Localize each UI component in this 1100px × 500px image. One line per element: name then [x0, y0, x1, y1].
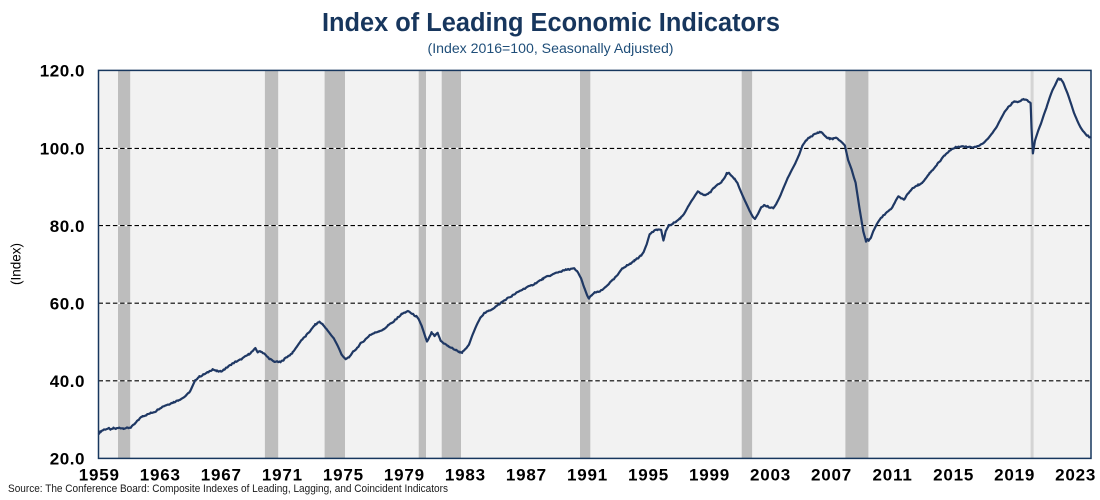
svg-text:1975: 1975: [323, 466, 364, 485]
svg-text:2011: 2011: [873, 466, 913, 485]
svg-text:100.0: 100.0: [40, 140, 85, 159]
svg-text:1983: 1983: [445, 466, 486, 485]
svg-text:1999: 1999: [689, 466, 730, 485]
svg-text:(Index): (Index): [9, 243, 24, 285]
svg-text:Source: The Conference Board:: Source: The Conference Board: Composite …: [8, 483, 449, 495]
svg-text:2023: 2023: [1055, 466, 1096, 485]
svg-text:2003: 2003: [750, 466, 791, 485]
svg-text:80.0: 80.0: [50, 217, 85, 236]
svg-text:1967: 1967: [201, 466, 242, 485]
svg-text:2019: 2019: [994, 466, 1035, 485]
svg-text:1979: 1979: [384, 466, 425, 485]
svg-text:(Index 2016=100, Seasonally Ad: (Index 2016=100, Seasonally Adjusted): [428, 41, 674, 57]
svg-text:60.0: 60.0: [50, 294, 85, 313]
svg-text:Index of Leading Economic Indi: Index of Leading Economic Indicators: [322, 9, 780, 37]
svg-text:2015: 2015: [933, 466, 974, 485]
svg-text:120.0: 120.0: [40, 62, 85, 81]
svg-text:40.0: 40.0: [50, 372, 85, 391]
svg-text:1971: 1971: [262, 466, 303, 485]
svg-text:2007: 2007: [811, 466, 852, 485]
svg-text:1959: 1959: [79, 466, 120, 485]
svg-text:1963: 1963: [140, 466, 181, 485]
svg-text:1987: 1987: [506, 466, 547, 485]
svg-text:1991: 1991: [567, 466, 608, 485]
svg-text:1995: 1995: [628, 466, 669, 485]
svg-text:20.0: 20.0: [50, 450, 85, 469]
